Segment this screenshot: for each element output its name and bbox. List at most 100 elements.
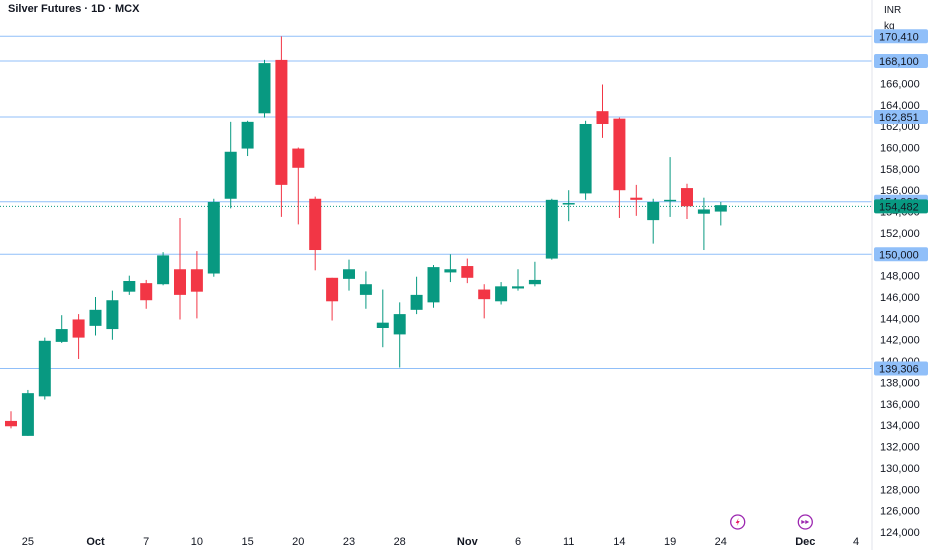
candle-body [241,121,254,149]
chart-title: Silver Futures · 1D · MCX [8,3,140,15]
candle[interactable] [427,264,440,308]
candle-body [326,277,339,302]
candle-body [21,393,34,436]
candle-body [647,201,660,221]
candle-body [224,151,237,199]
candle[interactable] [326,277,339,321]
x-tick-label: 28 [394,536,406,548]
y-tick-label: 148,000 [880,271,920,283]
candle[interactable] [21,389,34,436]
x-tick-label: 10 [191,536,203,548]
candle[interactable] [224,121,237,209]
candle[interactable] [123,275,136,295]
y-tick-label: 132,000 [880,442,920,454]
candle[interactable] [512,269,524,291]
candle[interactable] [697,197,710,251]
candle[interactable] [495,282,508,305]
x-tick-label: Nov [457,536,479,548]
candle-body [72,319,85,338]
candle-body [410,294,423,310]
candle[interactable] [38,337,51,400]
candle[interactable] [5,411,17,429]
price-level-badge [874,110,928,125]
candle-body [123,281,136,292]
candle-body [174,269,186,295]
x-tick-label: 15 [241,536,253,548]
candle[interactable] [461,258,474,284]
candle-body [309,198,322,251]
candle[interactable] [343,259,355,291]
candle-body [528,279,541,285]
y-tick-label: 142,000 [880,335,920,347]
candle[interactable] [681,183,693,220]
candle[interactable] [393,302,406,368]
y-tick-label: 130,000 [880,463,920,475]
candle[interactable] [241,120,254,157]
price-level-label: 170,410 [879,31,919,43]
candle[interactable] [106,290,119,340]
candle[interactable] [258,59,271,118]
candle-body [106,300,119,330]
candle[interactable] [613,117,626,218]
candle-body [55,329,68,342]
candle-body [89,309,102,326]
candle-body [258,63,271,114]
currency-label[interactable]: INR [884,5,902,16]
candle[interactable] [55,315,68,343]
candle[interactable] [190,251,203,319]
x-tick-label: 14 [613,536,625,548]
x-tick-label: 23 [343,536,355,548]
y-tick-label: 124,000 [880,527,920,539]
candle[interactable] [528,261,541,287]
candle-body [157,255,170,285]
y-tick-label: 128,000 [880,484,920,496]
candle-body [376,322,389,328]
candle[interactable] [444,254,457,283]
x-tick-label: 20 [292,536,304,548]
candle[interactable] [478,284,491,319]
candle-body [512,286,524,289]
y-tick-label: 164,000 [880,100,920,112]
candle[interactable] [275,36,288,217]
y-tick-label: 138,000 [880,377,920,389]
x-tick-label: Dec [795,536,815,548]
lightning-event-icon[interactable] [730,514,746,530]
candle-body [545,199,558,259]
candle[interactable] [630,184,643,216]
candle-body [207,201,220,274]
candle[interactable] [664,157,677,217]
x-tick-label: 19 [664,536,676,548]
candle[interactable] [579,120,592,200]
candle[interactable] [157,252,170,286]
unit-label[interactable]: kg [884,21,895,32]
x-tick-label: 24 [715,536,727,548]
candle[interactable] [72,314,85,359]
candle[interactable] [89,297,102,336]
candle-body [579,123,592,194]
x-tick-label: 11 [563,536,574,548]
candle[interactable] [647,198,660,244]
y-tick-label: 156,000 [880,185,920,197]
candle[interactable] [207,198,220,277]
candle[interactable] [292,147,305,225]
forward-event-icon[interactable] [797,514,813,530]
candle[interactable] [174,217,186,320]
candle-body [562,203,575,205]
candle[interactable] [140,279,153,309]
candle[interactable] [714,201,727,226]
y-tick-label: 160,000 [880,142,920,154]
current-price-label: 154,482 [879,201,919,213]
candle[interactable] [410,276,423,315]
candle-body [38,340,51,397]
candle[interactable] [376,289,389,348]
candle[interactable] [359,271,372,309]
candle[interactable] [309,196,322,271]
candle-body [681,188,693,207]
candle[interactable] [562,190,575,222]
candle-body [343,269,355,279]
candle[interactable] [596,84,609,138]
candle-body [275,59,288,185]
candle[interactable] [545,198,558,260]
candle-body [393,314,406,335]
